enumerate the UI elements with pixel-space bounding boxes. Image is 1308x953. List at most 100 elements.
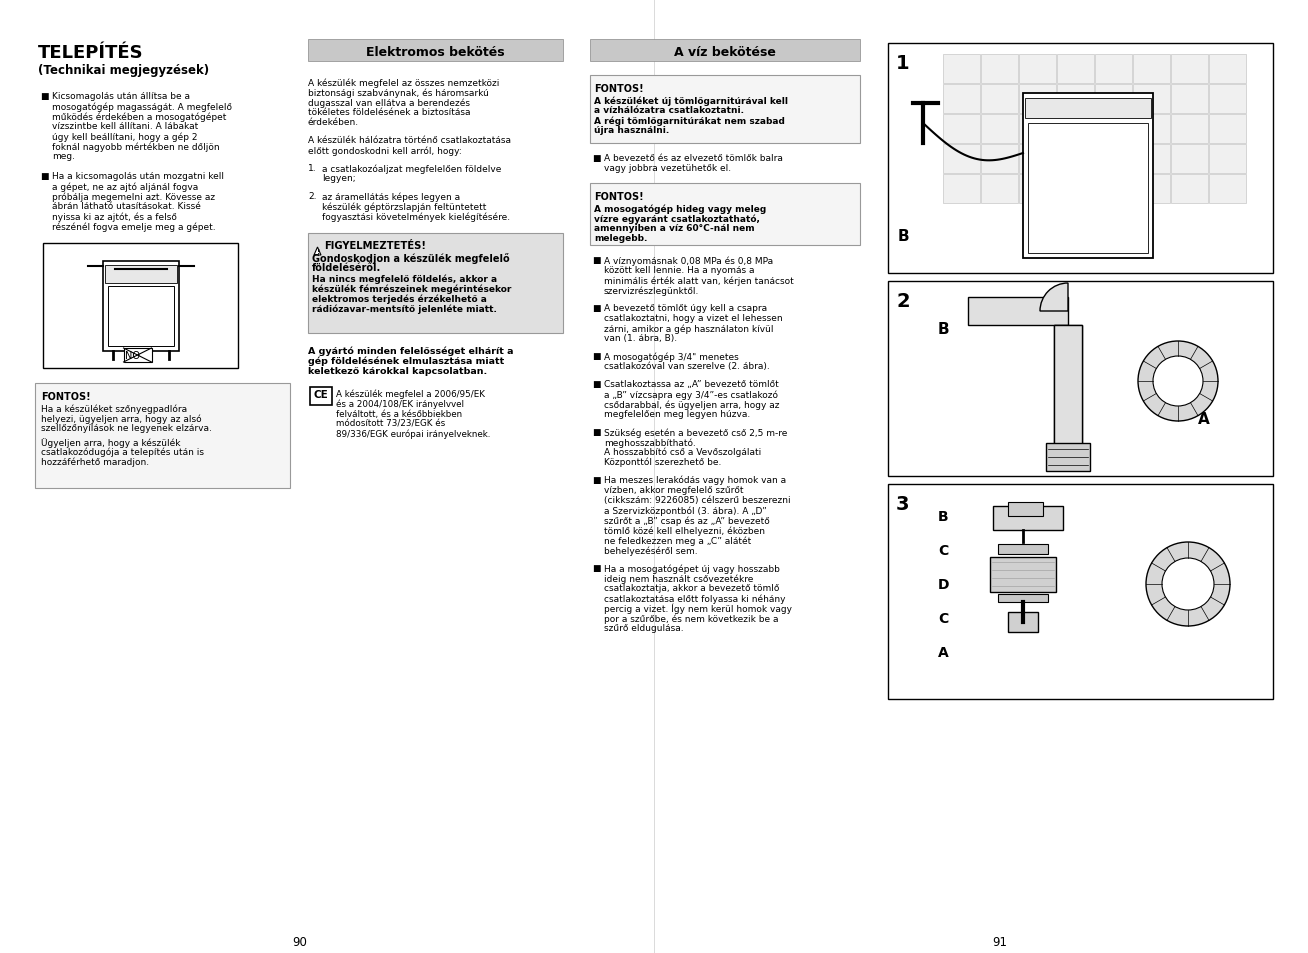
Text: próbálja megemelni azt. Kövesse az: próbálja megemelni azt. Kövesse az xyxy=(52,192,215,201)
Circle shape xyxy=(1152,356,1203,407)
Text: Ha nincs megfelelő földelés, akkor a: Ha nincs megfelelő földelés, akkor a xyxy=(313,274,497,284)
Text: nyissa ki az ajtót, és a felső: nyissa ki az ajtót, és a felső xyxy=(52,212,177,221)
Text: módosított 73/23/EGK és: módosított 73/23/EGK és xyxy=(336,419,445,428)
Bar xyxy=(943,145,980,173)
Bar xyxy=(981,115,1018,144)
Bar xyxy=(1057,115,1093,144)
Text: 90: 90 xyxy=(293,935,307,948)
Bar xyxy=(1095,55,1131,84)
Text: FONTOS!: FONTOS! xyxy=(594,84,644,94)
Text: meg.: meg. xyxy=(52,152,75,161)
Text: Szükség esetén a bevezető cső 2,5 m-re: Szükség esetén a bevezető cső 2,5 m-re xyxy=(604,428,787,437)
Bar xyxy=(1209,115,1247,144)
Text: keletkező károkkal kapcsolatban.: keletkező károkkal kapcsolatban. xyxy=(307,367,488,375)
Bar xyxy=(35,384,290,489)
Bar xyxy=(43,244,238,369)
Text: Központtól szerezhető be.: Központtól szerezhető be. xyxy=(604,457,722,467)
Bar xyxy=(107,286,174,346)
Text: FONTOS!: FONTOS! xyxy=(41,392,90,401)
Text: Ha a mosogatógépet új vagy hosszabb: Ha a mosogatógépet új vagy hosszabb xyxy=(604,563,780,573)
Text: behelyezéséről sem.: behelyezéséről sem. xyxy=(604,545,697,555)
Text: szűrő eldugulása.: szűrő eldugulása. xyxy=(604,623,684,633)
Text: A mosogatógép hideg vagy meleg: A mosogatógép hideg vagy meleg xyxy=(594,204,766,213)
Text: között kell lennie. Ha a nyomás a: között kell lennie. Ha a nyomás a xyxy=(604,266,755,274)
Text: hozzáférhető maradjon.: hozzáférhető maradjon. xyxy=(41,457,149,467)
Text: van (1. ábra, B).: van (1. ábra, B). xyxy=(604,334,678,343)
Text: előtt gondoskodni kell arról, hogy:: előtt gondoskodni kell arról, hogy: xyxy=(307,146,462,155)
Text: tökéletes földelésének a biztosítása: tökéletes földelésének a biztosítása xyxy=(307,108,471,117)
Bar xyxy=(1008,613,1039,633)
Bar xyxy=(590,184,859,246)
Text: a vízhálózatra csatlakoztatni.: a vízhálózatra csatlakoztatni. xyxy=(594,106,744,115)
Bar xyxy=(981,174,1018,204)
Text: vízben, akkor megfelelő szűrőt: vízben, akkor megfelelő szűrőt xyxy=(604,485,743,495)
Text: Kicsomagolás után állítsa be a: Kicsomagolás után állítsa be a xyxy=(52,91,190,101)
Text: érdekében.: érdekében. xyxy=(307,118,360,127)
Text: ■: ■ xyxy=(593,379,600,389)
Text: ne feledkezzen meg a „C” alátét: ne feledkezzen meg a „C” alátét xyxy=(604,536,751,545)
Text: készülék fémrészeinek megérintésekor: készülék fémrészeinek megérintésekor xyxy=(313,285,511,294)
Bar xyxy=(1133,115,1169,144)
Text: csatlakoztatása előtt folyassa ki néhány: csatlakoztatása előtt folyassa ki néhány xyxy=(604,594,786,603)
Text: percig a vizet. Így nem kerül homok vagy: percig a vizet. Így nem kerül homok vagy xyxy=(604,603,793,614)
Circle shape xyxy=(1138,341,1218,421)
Text: szűrőt a „B” csap és az „A” bevezető: szűrőt a „B” csap és az „A” bevezető xyxy=(604,516,769,525)
Text: a „B” vízcsapra egy 3/4”-es csatlakozó: a „B” vízcsapra egy 3/4”-es csatlakozó xyxy=(604,390,778,399)
Bar xyxy=(1057,145,1093,173)
Text: A mosogatógép 3/4" menetes: A mosogatógép 3/4" menetes xyxy=(604,352,739,361)
Text: A bevezető tömlőt úgy kell a csapra: A bevezető tömlőt úgy kell a csapra xyxy=(604,304,766,313)
Bar xyxy=(1028,124,1148,253)
Text: ■: ■ xyxy=(41,172,48,181)
Text: ■: ■ xyxy=(593,153,600,163)
Bar xyxy=(1095,145,1131,173)
Bar xyxy=(993,506,1063,531)
Text: ábrán látható utasításokat. Kissé: ábrán látható utasításokat. Kissé xyxy=(52,202,201,211)
Bar xyxy=(1023,94,1152,258)
Text: a csatlakozóaljzat megfelelően földelve: a csatlakozóaljzat megfelelően földelve xyxy=(322,164,501,173)
Text: ■: ■ xyxy=(593,304,600,313)
Text: CE: CE xyxy=(313,390,328,400)
Text: 2.: 2. xyxy=(307,192,317,201)
Bar xyxy=(888,282,1273,476)
Bar xyxy=(310,387,332,405)
Bar xyxy=(123,349,152,363)
Text: csatlakoztatni, hogy a vizet el lehessen: csatlakoztatni, hogy a vizet el lehessen xyxy=(604,314,782,323)
Text: úgy kell beállítani, hogy a gép 2: úgy kell beállítani, hogy a gép 2 xyxy=(52,132,198,141)
Bar xyxy=(307,233,562,334)
Bar xyxy=(1209,85,1247,113)
Bar xyxy=(1019,85,1056,113)
Text: rádiózavar-mentsítő jelenléte miatt.: rádiózavar-mentsítő jelenléte miatt. xyxy=(313,305,497,314)
Text: ■: ■ xyxy=(593,428,600,436)
Text: Gondoskodjon a készülék megfelelő: Gondoskodjon a készülék megfelelő xyxy=(313,253,510,264)
Text: zárni, amikor a gép használaton kívül: zárni, amikor a gép használaton kívül xyxy=(604,324,773,334)
Bar xyxy=(1209,55,1247,84)
Bar xyxy=(1171,145,1209,173)
Text: ■: ■ xyxy=(593,563,600,573)
Bar xyxy=(102,261,178,351)
Text: 2: 2 xyxy=(896,292,909,311)
Text: helyezi, ügyeljen arra, hogy az alsó: helyezi, ügyeljen arra, hogy az alsó xyxy=(41,414,201,423)
Text: mosogatógép magasságát. A megfelelő: mosogatógép magasságát. A megfelelő xyxy=(52,102,232,112)
Bar xyxy=(1008,502,1042,517)
Bar xyxy=(590,76,859,144)
Text: csatlakozódugója a telepítés után is: csatlakozódugója a telepítés után is xyxy=(41,448,204,457)
Bar xyxy=(1095,115,1131,144)
Text: A: A xyxy=(1198,412,1210,427)
Text: foknál nagyobb mértékben ne dőljön: foknál nagyobb mértékben ne dőljön xyxy=(52,142,220,152)
Bar xyxy=(1133,145,1169,173)
Text: legyen;: legyen; xyxy=(322,173,356,183)
Text: szervizrészlegünktől.: szervizrészlegünktől. xyxy=(604,286,700,295)
Text: Ha meszes lerakódás vagy homok van a: Ha meszes lerakódás vagy homok van a xyxy=(604,476,786,485)
Text: A: A xyxy=(938,645,948,659)
Text: A készülék megfelel a 2006/95/EK: A készülék megfelel a 2006/95/EK xyxy=(336,389,485,398)
Text: 3: 3 xyxy=(896,495,909,514)
Text: készülék géptörzslapján feltüntetett: készülék géptörzslapján feltüntetett xyxy=(322,202,487,212)
Text: újra használni.: újra használni. xyxy=(594,126,670,135)
Text: A gyártó minden felelősséget elhárít a: A gyártó minden felelősséget elhárít a xyxy=(307,346,514,355)
Text: A hosszabbító cső a Vevőszolgálati: A hosszabbító cső a Vevőszolgálati xyxy=(604,448,761,457)
Bar xyxy=(1171,115,1209,144)
Bar xyxy=(1019,174,1056,204)
Bar xyxy=(981,85,1018,113)
Text: A készülék hálózatra történő csatlakoztatása: A készülék hálózatra történő csatlakozta… xyxy=(307,136,511,145)
Bar xyxy=(307,40,562,62)
